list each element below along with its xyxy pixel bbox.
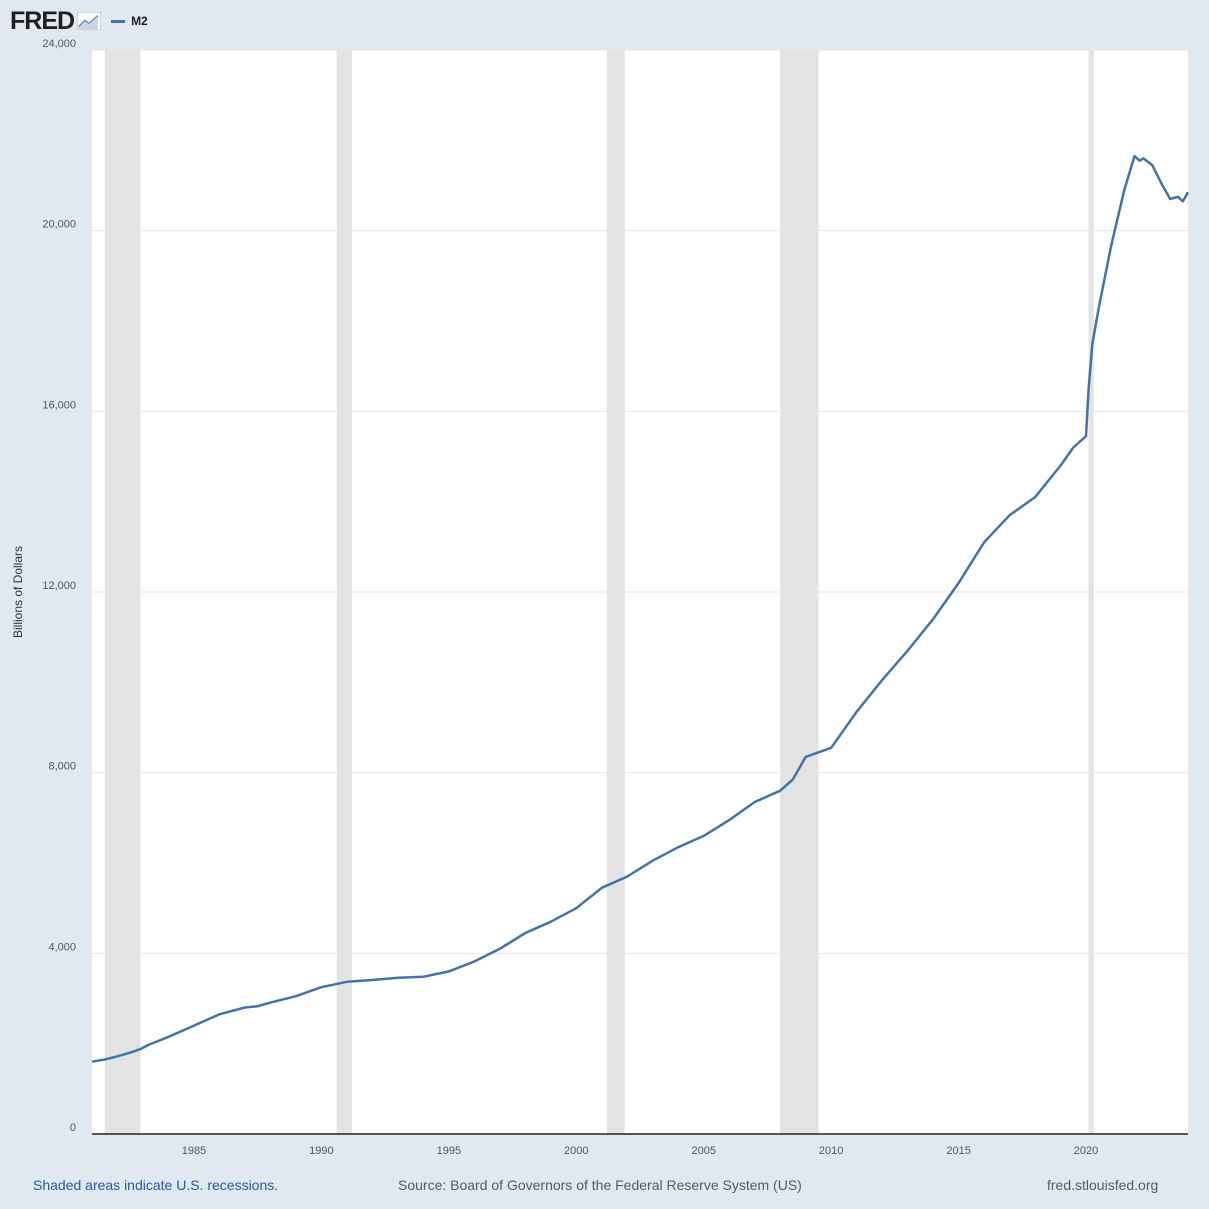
- y-tick-label: 24,000: [42, 38, 76, 50]
- y-axis-label: Billions of Dollars: [11, 546, 25, 638]
- y-tick-label: 4,000: [48, 941, 76, 953]
- y-tick-label: 0: [70, 1122, 76, 1134]
- legend[interactable]: M2: [111, 14, 148, 28]
- x-tick-label: 1990: [309, 1145, 333, 1157]
- legend-swatch: [111, 19, 126, 23]
- x-tick-label: 2010: [819, 1145, 843, 1157]
- recession-note[interactable]: Shaded areas indicate U.S. recessions.: [33, 1177, 279, 1193]
- series-line-m2: [91, 154, 1190, 1063]
- y-tick-label: 20,000: [42, 219, 76, 231]
- source-note: Source: Board of Governors of the Federa…: [398, 1177, 802, 1193]
- chart-trend-icon: [77, 12, 102, 30]
- y-tick-label: 12,000: [42, 580, 76, 592]
- grid-lines: [92, 49, 1188, 954]
- x-tick-label: 2015: [946, 1145, 970, 1157]
- x-tick-label: 1985: [182, 1145, 206, 1157]
- y-tick-label: 8,000: [48, 761, 76, 773]
- header: FRED M2: [10, 6, 148, 36]
- x-tick-label: 2020: [1074, 1145, 1098, 1157]
- x-tick-label: 2005: [691, 1145, 715, 1157]
- y-tick-label: 16,000: [42, 399, 76, 411]
- x-tick-label: 2000: [564, 1145, 588, 1157]
- y-tick-labels: 0 4,000 8,000 12,000 16,000 20,000 24,000: [42, 38, 76, 1134]
- fred-logo[interactable]: FRED: [10, 6, 75, 35]
- legend-label: M2: [131, 14, 148, 28]
- x-tick-labels: 1985 1990 1995 2000 2005 2010 2015 2020: [182, 1145, 1099, 1157]
- x-tick-label: 1995: [437, 1145, 461, 1157]
- series-layer: [91, 154, 1190, 1063]
- site-link[interactable]: fred.stlouisfed.org: [1047, 1177, 1159, 1193]
